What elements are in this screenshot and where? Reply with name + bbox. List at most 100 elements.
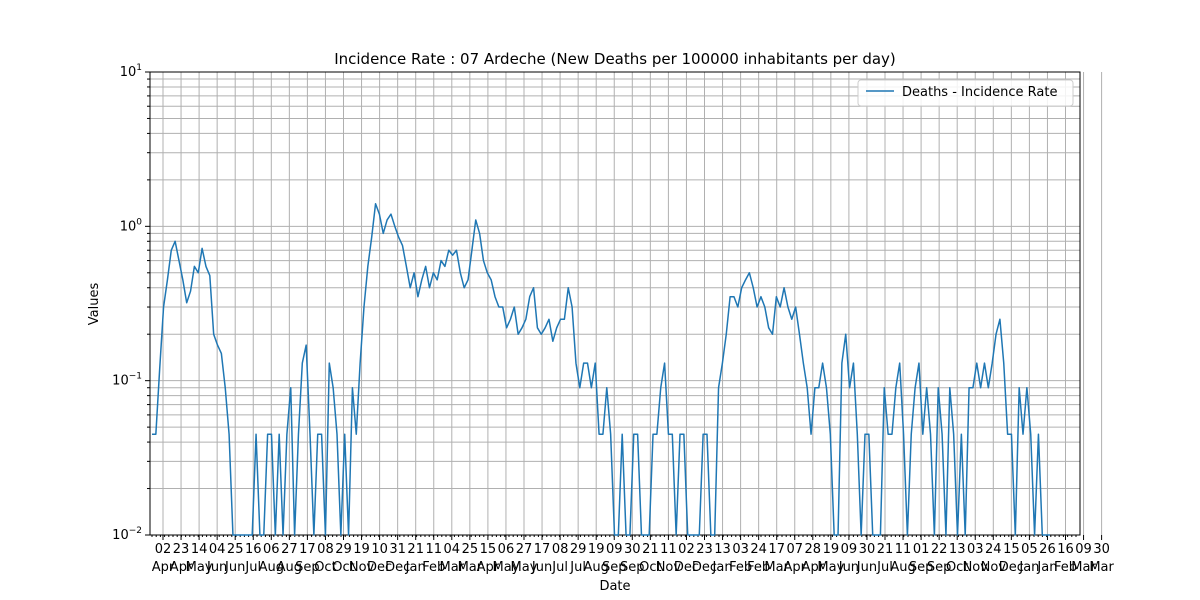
legend: Deaths - Incidence Rate <box>857 79 1074 107</box>
x-tick-label-month: Sep <box>927 560 952 575</box>
x-tick-label-month: Mar <box>458 560 483 575</box>
legend-box <box>857 79 1074 107</box>
x-tick-label-month: Apr <box>170 560 193 575</box>
x-tick-label-month: Jul <box>876 560 893 575</box>
x-tick-label-month: Oct <box>946 560 968 575</box>
series-line-deaths-incidence-rate <box>152 203 1050 536</box>
x-tick-label-day: 23 <box>696 542 713 557</box>
x-tick-label-month: Apr <box>152 560 175 575</box>
x-tick-label-month: Jul <box>244 560 261 575</box>
x-tick-label-day: 24 <box>750 542 767 557</box>
chart-title: Incidence Rate : 07 Ardeche (New Deaths … <box>334 50 896 68</box>
x-tick-label-day: 11 <box>895 542 912 557</box>
x-tick-label-month: Jul <box>551 560 568 575</box>
x-tick-label-day: 15 <box>1003 542 1020 557</box>
x-tick-label-day: 11 <box>425 542 442 557</box>
x-tick-label-month: Aug <box>277 560 302 575</box>
x-tick-label-day: 23 <box>173 542 190 557</box>
x-tick-label-day: 15 <box>480 542 497 557</box>
x-tick-label-month: Feb <box>1054 560 1077 575</box>
x-tick-label-day: 08 <box>552 542 569 557</box>
x-tick-label-month: Nov <box>349 560 375 575</box>
y-tick-label: 10−2 <box>112 526 142 543</box>
x-tick-label-month: Sep <box>295 560 320 575</box>
y-axis: 10−2 10−1 100 101 <box>112 63 150 543</box>
x-tick-label-month: Jan <box>405 560 426 575</box>
x-tick-label-day: 07 <box>786 542 803 557</box>
x-tick-label-month: Jan <box>712 560 733 575</box>
x-tick-label-day: 30 <box>624 542 641 557</box>
series-layer <box>152 203 1050 536</box>
x-tick-label-day: 03 <box>732 542 749 557</box>
x-tick-label-month: Nov <box>963 560 989 575</box>
y-tick-label: 101 <box>120 63 142 80</box>
x-tick-label-day: 30 <box>1093 542 1110 557</box>
x-tick-label-month: Jun <box>224 560 245 575</box>
x-tick-label-day: 16 <box>245 542 262 557</box>
x-tick-label-month: Oct <box>314 560 336 575</box>
x-tick-label-day: 22 <box>931 542 948 557</box>
x-tick-label-day: 02 <box>678 542 695 557</box>
x-tick-label-day: 19 <box>353 542 370 557</box>
x-tick-label-month: Mar <box>1089 560 1114 575</box>
x-tick-label-month: Jun <box>531 560 552 575</box>
x-tick-label-month: Feb <box>422 560 445 575</box>
x-tick-label-day: 19 <box>823 542 840 557</box>
x-tick-label-day: 31 <box>389 542 406 557</box>
x-tick-label-month: Jan <box>1036 560 1057 575</box>
x-tick-label-day: 04 <box>444 542 461 557</box>
x-tick-label-month: Nov <box>981 560 1007 575</box>
x-tick-label-month: Mar <box>1071 560 1096 575</box>
x-tick-label-month: Jun <box>206 560 227 575</box>
x-tick-label-day: 27 <box>516 542 533 557</box>
x-tick-label-month: Mar <box>440 560 465 575</box>
legend-label: Deaths - Incidence Rate <box>902 85 1057 100</box>
x-tick-label-day: 24 <box>985 542 1002 557</box>
x-tick-label-day: 13 <box>714 542 731 557</box>
x-axis-title: Date <box>599 579 630 594</box>
x-tick-label-month: May <box>186 560 213 575</box>
x-tick-label-month: Oct <box>639 560 661 575</box>
x-tick-label-day: 29 <box>335 542 352 557</box>
x-tick-label-day: 05 <box>1021 542 1038 557</box>
x-tick-label-month: Mar <box>764 560 789 575</box>
x-tick-label-day: 17 <box>768 542 785 557</box>
x-tick-label-month: Dec <box>674 560 699 575</box>
x-tick-label-day: 06 <box>498 542 515 557</box>
x-tick-label-day: 08 <box>317 542 334 557</box>
x-tick-label-day: 28 <box>805 542 822 557</box>
x-tick-label-month: Nov <box>656 560 682 575</box>
x-tick-label-day: 03 <box>967 542 984 557</box>
x-tick-label-month: Dec <box>692 560 717 575</box>
x-tick-label-day: 17 <box>534 542 551 557</box>
x-tick-label-day: 02 <box>155 542 172 557</box>
x-tick-label-day: 09 <box>1075 542 1092 557</box>
y-tick-label: 100 <box>120 217 143 234</box>
y-tick-label: 10−1 <box>112 372 142 389</box>
x-tick-label-month: May <box>817 560 844 575</box>
x-tick-label-month: Aug <box>890 560 915 575</box>
x-tick-label-day: 01 <box>913 542 930 557</box>
x-tick-label-month: Apr <box>477 560 500 575</box>
x-tick-label-day: 09 <box>606 542 623 557</box>
x-tick-label-month: Jul <box>569 560 586 575</box>
x-tick-label-month: May <box>511 560 538 575</box>
x-tick-label-month: May <box>493 560 520 575</box>
x-tick-label-month: Aug <box>584 560 609 575</box>
x-tick-label-day: 21 <box>407 542 424 557</box>
x-tick-label-month: Feb <box>747 560 770 575</box>
x-tick-label-day: 26 <box>1039 542 1056 557</box>
x-tick-label-month: Sep <box>602 560 627 575</box>
x-tick-label-day: 25 <box>462 542 479 557</box>
x-tick-label-month: Dec <box>367 560 392 575</box>
x-tick-label-day: 21 <box>877 542 894 557</box>
x-tick-label-day: 13 <box>949 542 966 557</box>
x-tick-label-month: Sep <box>620 560 645 575</box>
y-axis-title: Values <box>87 283 102 326</box>
x-tick-label-day: 29 <box>570 542 587 557</box>
x-tick-label-month: Apr <box>802 560 825 575</box>
x-axis: 02Apr23Apr14May04Jun25Jun16Jul06Aug27Aug… <box>151 535 1115 575</box>
x-tick-label-day: 19 <box>588 542 605 557</box>
x-tick-label-day: 27 <box>281 542 298 557</box>
